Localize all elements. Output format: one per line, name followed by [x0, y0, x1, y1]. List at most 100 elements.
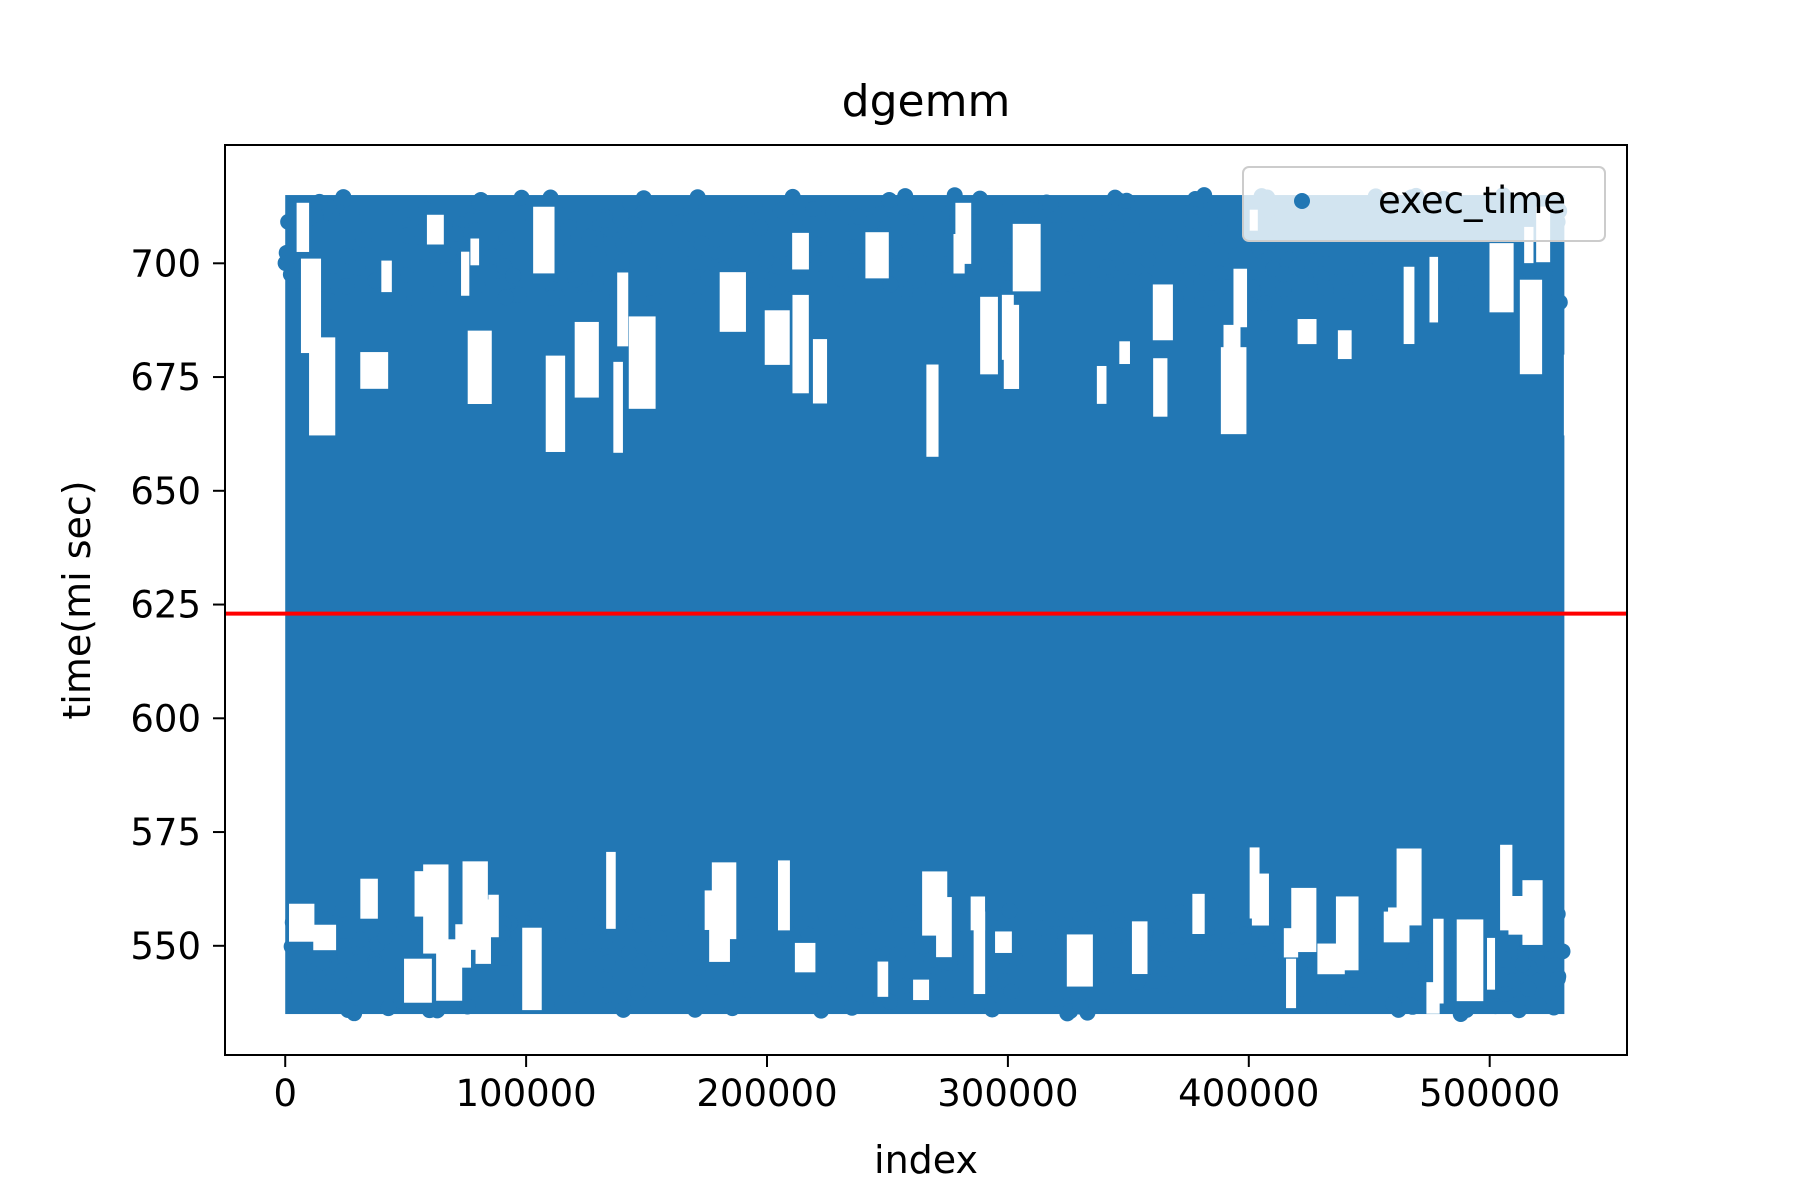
legend-box	[1242, 166, 1606, 242]
scatter-point	[941, 954, 958, 971]
scatter-point	[966, 291, 983, 308]
scatter-point	[418, 201, 435, 218]
scatter-gap	[955, 202, 972, 264]
scatter-point	[1377, 253, 1394, 270]
scatter-gap	[1388, 907, 1404, 932]
scatter-point	[459, 998, 476, 1015]
scatter-point	[1336, 269, 1353, 286]
scatter-gap	[1096, 365, 1107, 404]
scatter-gap	[812, 339, 828, 404]
scatter-point	[391, 210, 408, 227]
scatter-point	[1360, 294, 1377, 311]
scatter-point	[1319, 904, 1336, 921]
scatter-point	[542, 189, 559, 206]
scatter-gap	[462, 861, 488, 950]
scatter-point	[687, 1001, 704, 1018]
scatter-point	[706, 978, 723, 995]
x-tick-label: 300000	[937, 1072, 1078, 1115]
scatter-point	[406, 290, 423, 307]
scatter-gap	[613, 361, 623, 453]
scatter-point	[810, 236, 827, 253]
scatter-point	[813, 1002, 830, 1019]
scatter-point	[1360, 972, 1377, 989]
scatter-point	[343, 205, 360, 222]
scatter-point	[1454, 999, 1471, 1016]
scatter-point	[543, 289, 560, 306]
scatter-point	[863, 214, 880, 231]
chart-title: dgemm	[842, 76, 1011, 127]
scatter-gap	[1433, 918, 1444, 1004]
scatter-gap	[1251, 873, 1269, 926]
scatter-point	[645, 250, 662, 267]
scatter-gap	[1153, 358, 1168, 417]
scatter-gap	[309, 337, 336, 436]
scatter-gap	[360, 352, 389, 389]
scatter-point	[680, 272, 697, 289]
scatter-point	[1359, 248, 1376, 265]
scatter-point	[1123, 273, 1140, 290]
scatter-point	[689, 189, 706, 206]
scatter-point	[767, 270, 784, 287]
scatter-point	[1022, 201, 1039, 218]
scatter-point	[469, 277, 486, 294]
scatter-point	[1106, 204, 1123, 221]
scatter-point	[1162, 951, 1179, 968]
scatter-point	[810, 255, 827, 272]
scatter-point	[1089, 277, 1106, 294]
scatter-point	[430, 284, 447, 301]
scatter-gap	[1297, 319, 1317, 345]
scatter-point	[752, 219, 769, 236]
scatter-point	[842, 949, 859, 966]
scatter-point	[553, 207, 570, 224]
scatter-point	[1099, 228, 1116, 245]
scatter-point	[1237, 997, 1254, 1014]
scatter-point	[898, 977, 915, 994]
scatter-point	[1105, 933, 1122, 950]
scatter-point	[741, 272, 758, 289]
scatter-gap	[936, 897, 952, 958]
scatter-point	[1083, 209, 1100, 226]
scatter-point	[1090, 957, 1107, 974]
scatter-point	[1472, 294, 1489, 311]
scatter-point	[770, 293, 787, 310]
scatter-point	[1402, 997, 1419, 1014]
legend-marker-exec-time	[1294, 193, 1310, 209]
scatter-point	[881, 993, 898, 1010]
axes-frame	[224, 144, 1628, 1056]
scatter-point	[743, 940, 760, 957]
scatter-point	[560, 219, 577, 236]
scatter-point	[949, 272, 966, 289]
scatter-point	[1072, 219, 1089, 236]
scatter-point	[739, 982, 756, 999]
scatter-point	[355, 231, 372, 248]
scatter-point	[340, 248, 357, 265]
legend: exec_time	[1242, 166, 1606, 242]
scatter-point	[757, 251, 774, 268]
scatter-point	[529, 903, 546, 920]
scatter-gap	[1192, 893, 1205, 934]
scatter-point	[1549, 970, 1566, 987]
scatter-gap	[628, 316, 656, 409]
scatter-gap	[467, 330, 492, 405]
scatter-point	[621, 945, 638, 962]
scatter-gap	[995, 931, 1012, 953]
scatter-point	[1103, 276, 1120, 293]
scatter-gap	[792, 232, 809, 270]
scatter-point	[615, 1001, 632, 1018]
scatter-point	[1243, 279, 1260, 296]
scatter-gap	[1131, 921, 1148, 975]
scatter-point	[845, 908, 862, 925]
scatter-gap	[1524, 226, 1534, 264]
scatter-point	[843, 999, 860, 1016]
scatter-point	[1551, 294, 1568, 311]
scatter-point	[1487, 998, 1504, 1015]
scatter-point	[870, 948, 887, 965]
scatter-point	[1508, 996, 1525, 1013]
y-tick-label: 575	[130, 811, 201, 854]
scatter-point	[1545, 999, 1562, 1016]
scatter-point	[277, 255, 294, 272]
scatter-point	[1409, 945, 1426, 962]
scatter-point	[1275, 266, 1292, 283]
scatter-point	[349, 259, 366, 276]
